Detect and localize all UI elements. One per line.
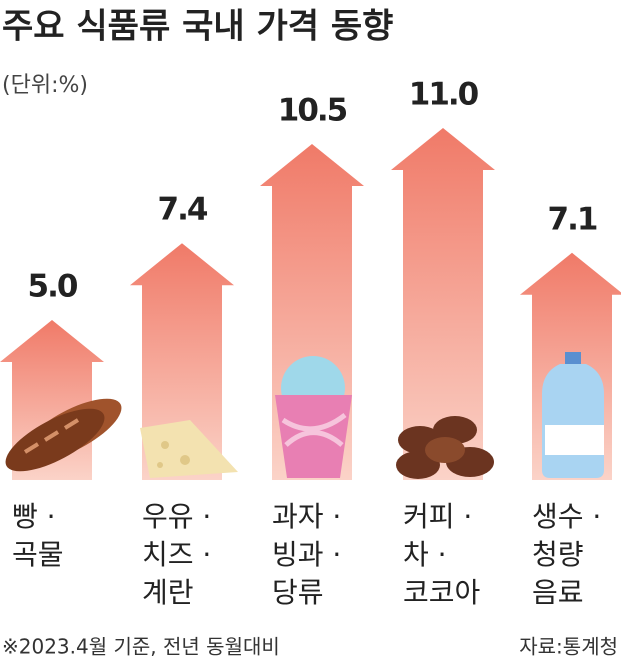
category-label: 곡물 — [12, 538, 64, 571]
value-label: 7.4 — [158, 192, 208, 228]
chart-title: 주요 식품류 국내 가격 동향 — [2, 7, 393, 47]
coffee-icon — [396, 416, 494, 479]
food-icons — [5, 352, 604, 479]
category-label: 계란 — [142, 576, 194, 609]
category-label: 치즈 · — [142, 538, 211, 571]
category-label: 빙과 · — [272, 538, 341, 571]
bottle-icon — [542, 352, 604, 478]
category-label: 과자 · — [272, 500, 341, 533]
value-label: 11.0 — [409, 77, 479, 113]
bread-icon — [5, 398, 122, 472]
category-label: 청량 — [532, 538, 584, 571]
category-label: 음료 — [532, 576, 584, 609]
source: 자료:통계청 — [519, 635, 618, 659]
category-label: 커피 · — [403, 500, 472, 533]
category-label: 빵 · — [12, 500, 56, 533]
footnote: ※2023.4월 기준, 전년 동월대비 — [2, 635, 280, 659]
value-label: 7.1 — [548, 201, 597, 237]
category-label: 생수 · — [532, 500, 601, 533]
category-label: 당류 — [272, 576, 324, 609]
arrow-bar — [391, 128, 495, 480]
value-label: 10.5 — [278, 93, 347, 129]
category-label: 코코아 — [403, 576, 480, 609]
cheese-icon — [140, 420, 238, 478]
category-label: 우유 · — [142, 500, 211, 533]
category-label: 차 · — [403, 538, 447, 571]
arrow-bar — [130, 243, 234, 480]
value-label: 5.0 — [28, 269, 78, 305]
icecream-icon — [275, 356, 352, 478]
unit-label: (단위:%) — [2, 73, 88, 98]
